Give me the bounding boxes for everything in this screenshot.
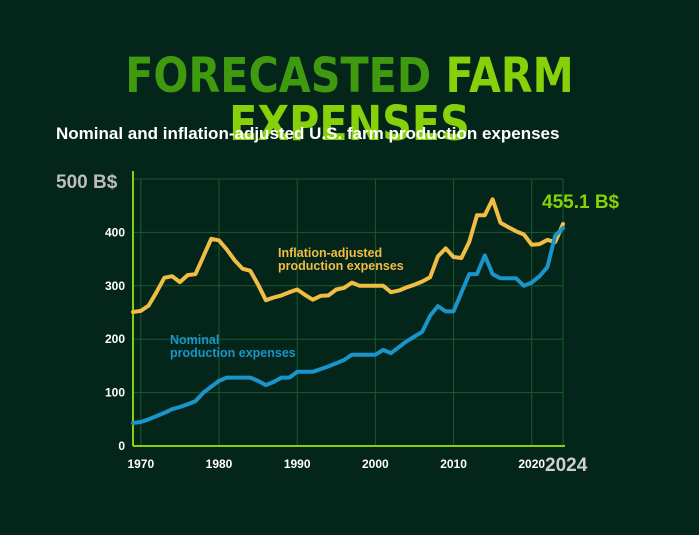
inflation-series-label: Inflation-adjusted production expenses: [278, 246, 404, 273]
x-tick-label: 1970: [127, 457, 154, 471]
nominal-label-line-1: Nominal: [170, 333, 219, 347]
y-axis-ticks: 0 100 200 300 400: [105, 225, 125, 453]
axes: [132, 171, 565, 447]
x-tick-label: 1990: [284, 457, 311, 471]
y-max-label: 500 B$: [56, 172, 118, 193]
x-axis-ticks: 1970 1980 1990 2000 2010 2020: [127, 457, 545, 471]
series-lines: [131, 197, 565, 425]
y-tick-label: 100: [105, 386, 125, 400]
nominal-series-label: Nominal production expenses: [170, 333, 296, 360]
title-part-1: FORECASTED: [125, 48, 432, 104]
y-tick-label: 400: [105, 225, 125, 239]
x-end-label: 2024: [545, 455, 588, 476]
chart-title: FORECASTED FARM EXPENSES: [49, 52, 650, 148]
nominal-line: [131, 226, 565, 425]
x-tick-label: 2010: [440, 457, 467, 471]
y-tick-label: 300: [105, 279, 125, 293]
nominal-label-line-2: production expenses: [170, 346, 296, 360]
title-part-2: FARM EXPENSES: [229, 48, 574, 152]
end-value-label: 455.1 B$: [542, 192, 620, 213]
inflation-label-line-1: Inflation-adjusted: [278, 246, 382, 260]
inflation-adjusted-line: [131, 197, 565, 314]
chart-subtitle: Nominal and inflation-adjusted U.S. farm…: [56, 124, 560, 143]
x-tick-label: 2020: [518, 457, 545, 471]
inflation-label-line-2: production expenses: [278, 259, 404, 273]
x-tick-label: 1980: [206, 457, 233, 471]
y-tick-label: 0: [118, 439, 125, 453]
x-tick-label: 2000: [362, 457, 389, 471]
y-tick-label: 200: [105, 332, 125, 346]
